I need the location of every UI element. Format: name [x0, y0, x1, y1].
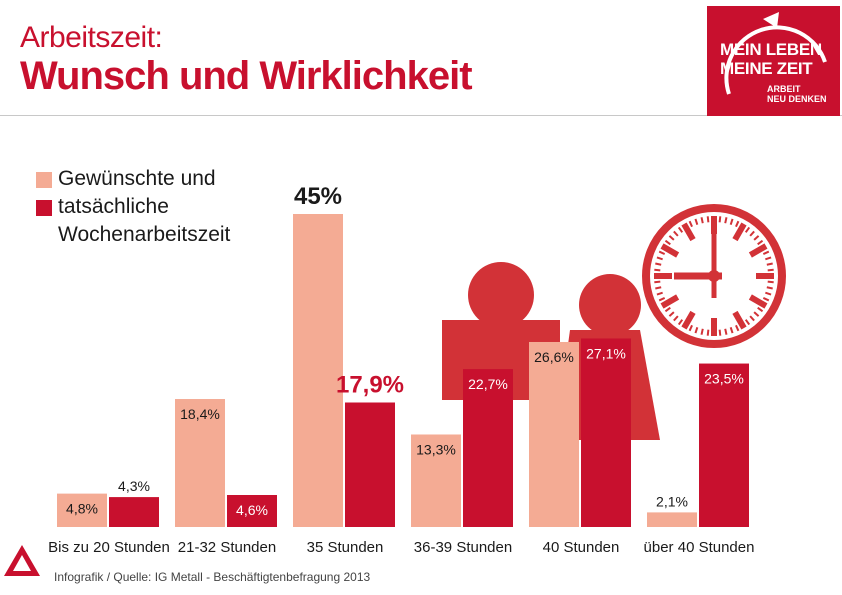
bar-actual-2 [345, 402, 395, 527]
category-label-1: 21-32 Stunden [178, 539, 276, 556]
campaign-logo: MEIN LEBEN MEINE ZEIT ARBEIT NEU DENKEN [707, 6, 840, 116]
category-label-5: über 40 Stunden [644, 539, 755, 556]
value-label-actual-0: 4,3% [118, 478, 150, 494]
value-label-desired-0: 4,8% [66, 501, 98, 517]
logo-line3: ARBEIT [767, 84, 801, 94]
value-label-actual-3: 22,7% [468, 376, 508, 392]
source-note: Infografik / Quelle: IG Metall - Beschäf… [54, 570, 371, 584]
legend-text-2: tatsächliche [58, 195, 169, 218]
bar-actual-0 [109, 497, 159, 527]
category-label-2: 35 Stunden [307, 539, 384, 556]
bar-desired-3 [411, 434, 461, 527]
value-label-desired-3: 13,3% [416, 441, 456, 457]
value-label-desired-2: 45% [294, 183, 342, 210]
value-label-desired-4: 26,6% [534, 349, 574, 365]
clock-icon [642, 204, 786, 348]
bar-desired-4 [529, 341, 579, 527]
legend-swatch-desired [36, 172, 52, 188]
value-label-actual-4: 27,1% [586, 346, 626, 362]
category-labels: Bis zu 20 Stunden 21-32 Stunden 35 Stunden… [48, 539, 754, 556]
legend-text-3: Wochenarbeitszeit [58, 223, 231, 246]
ig-metall-logo [4, 545, 40, 576]
bar-actual-3 [463, 369, 513, 527]
header-divider [0, 115, 842, 116]
bar-actual-1 [227, 495, 277, 527]
bars [57, 214, 749, 527]
logo-line1: MEIN LEBEN [720, 40, 822, 59]
bar-desired-0 [57, 493, 107, 527]
bar-actual-5 [699, 363, 749, 527]
logo-line2: MEINE ZEIT [720, 59, 813, 78]
chart-title-line2: Wunsch und Wirklichkeit [20, 54, 473, 98]
category-label-0: Bis zu 20 Stunden [48, 539, 170, 556]
bar-desired-5 [647, 512, 697, 527]
chart-title-line1: Arbeitszeit: [20, 21, 163, 54]
category-label-4: 40 Stunden [543, 539, 620, 556]
value-label-desired-1: 18,4% [180, 406, 220, 422]
value-label-actual-1: 4,6% [236, 502, 268, 518]
value-label-actual-5: 23,5% [704, 371, 744, 387]
title-block: Arbeitszeit: Wunsch und Wirklichkeit [20, 21, 473, 99]
value-label-actual-2: 17,9% [336, 371, 404, 398]
legend-text-1: Gewünschte und [58, 167, 216, 190]
bar-desired-2 [293, 214, 343, 527]
bar-actual-4 [581, 338, 631, 527]
legend-swatch-actual [36, 200, 52, 216]
logo-line4: NEU DENKEN [767, 94, 827, 104]
bar-desired-1 [175, 399, 225, 527]
circular-arrow-icon [724, 12, 827, 95]
value-label-desired-5: 2,1% [656, 493, 688, 509]
value-labels: 4,8% 4,3% 18,4% 4,6% 45% 17,9% 13,3% 22,7% 26,6%… [66, 183, 744, 518]
category-label-3: 36-39 Stunden [414, 539, 512, 556]
